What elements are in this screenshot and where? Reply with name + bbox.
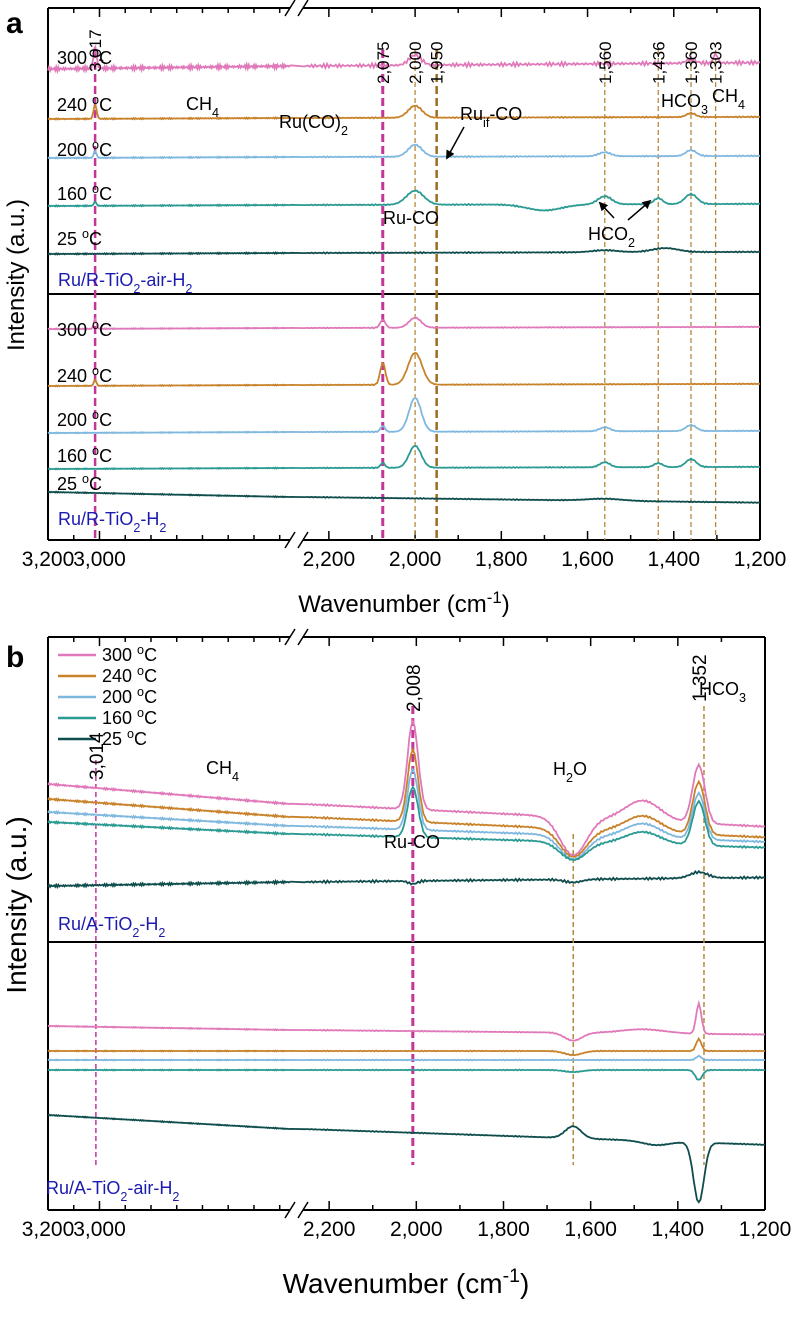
panel-b-axes xyxy=(47,628,766,1219)
panel-a-tick-label: 3,000 xyxy=(73,548,126,571)
panel-a-ruif-arrow xyxy=(446,126,465,160)
panel-a-bottom-series-line xyxy=(47,396,760,435)
panel-a-peak-label: 1,560 xyxy=(596,41,615,84)
panel-b-hco3-label: HCO3 xyxy=(699,679,746,705)
panel-a-hco2-arrow xyxy=(598,201,615,219)
panel-a-bottom-series-line xyxy=(47,444,760,471)
panel-a-series-label: 25 oC xyxy=(57,472,102,494)
panel-a-top-series-line xyxy=(47,103,760,121)
panel-a-series-label: 160 oC xyxy=(57,444,112,466)
panel-a-bottom-series-line xyxy=(47,490,761,504)
panel-b-legend-label: 25 oC xyxy=(102,727,147,749)
panel-a-y-axis-title: Intensity (a.u.) xyxy=(3,199,30,351)
panel-a-axis-break-mark xyxy=(297,531,309,549)
panel-b-bottom-series-line xyxy=(47,1068,766,1081)
panel-b-bottom-series-line xyxy=(47,1113,765,1204)
panel-a-series-label: 200 oC xyxy=(57,138,112,160)
panel-b-ruco-label: Ru-CO xyxy=(384,832,440,852)
panel-a-peak-label: 3,017 xyxy=(86,29,105,72)
panel-a-axis-break-mark xyxy=(284,531,296,549)
panel-a-ruco2-label: Ru(CO)2 xyxy=(279,112,348,138)
panel-a-hco2-arrow xyxy=(627,199,652,221)
panel-a-bottom-series-line xyxy=(47,316,760,331)
panel-b-label: b xyxy=(6,641,24,674)
panel-b-axis-break-mark xyxy=(297,1201,309,1219)
panel-b-top-series-line xyxy=(47,869,766,890)
panel-a-peak-label: 2,000 xyxy=(406,41,425,84)
panel-b-tick-label: 3,000 xyxy=(73,1218,126,1241)
panel-a-top-series-line xyxy=(47,143,760,160)
panel-b-h2o-label: H2O xyxy=(553,759,587,785)
panel-a-peak-label: 1,360 xyxy=(682,41,701,84)
panel-a-tick-label: 2,200 xyxy=(303,548,356,571)
panel-a-series-label: 240 oC xyxy=(57,93,112,115)
panel-a-top-sample-label: Ru/R-TiO2-air-H2 xyxy=(58,270,192,296)
panel-a-tick-label: 1,400 xyxy=(647,548,700,571)
panel-b-peak-label: 2,008 xyxy=(404,664,425,712)
panel-b-bottom-series-line xyxy=(47,999,766,1042)
panel-b-top-series-line xyxy=(47,784,766,862)
panel-b-peak-label: 1,352 xyxy=(690,654,711,702)
panel-b-tick-label: 1,800 xyxy=(477,1218,530,1241)
panel-a-series-label: 240 oC xyxy=(57,364,112,386)
panel-b-bottom-sample-label: Ru/A-TiO2-air-H2 xyxy=(46,1178,179,1204)
panel-a-series-label: 25 oC xyxy=(57,227,102,249)
panel-b-legend-label: 300 oC xyxy=(102,643,157,665)
panel-b-legend-label: 160 oC xyxy=(102,706,157,728)
panel-b-bottom-series-line xyxy=(47,1036,766,1057)
panel-a-ruif-label: Ruif-CO xyxy=(460,104,522,130)
panel-a-tick-label: 1,200 xyxy=(734,548,787,571)
panel-a-series-label: 160 oC xyxy=(57,182,112,204)
panel-b-peak-label: 3,014 xyxy=(87,732,108,780)
panel-a-series-label: 300 oC xyxy=(57,318,112,340)
panel-b-tick-label: 1,400 xyxy=(652,1218,705,1241)
panel-a-hco2-label: HCO2 xyxy=(588,224,635,250)
panel-a-tick-label: 1,800 xyxy=(475,548,528,571)
panel-a-top-series-line xyxy=(47,44,761,75)
panel-b-ch4-label: CH4 xyxy=(206,758,239,784)
panel-a-tick-label: 3,200 xyxy=(22,548,75,571)
panel-b-legend-label: 240 oC xyxy=(102,664,157,686)
panel-a-bottom-sample-label: Ru/R-TiO2-H2 xyxy=(58,509,166,535)
panel-a-peak-label: 1,436 xyxy=(649,41,668,84)
panel-a-axis-break-mark xyxy=(297,0,309,17)
panel-b-x-axis-title: Wavenumber (cm-1) xyxy=(283,1265,530,1299)
panel-b-tick-label: 1,600 xyxy=(564,1218,617,1241)
panel-b-axis-break-mark xyxy=(284,1201,296,1219)
panel-a-peak-label: 1,303 xyxy=(707,41,726,84)
panel-a-tick-label: 1,600 xyxy=(561,548,614,571)
panel-b-top-series-line xyxy=(47,747,766,858)
panel-b-legend-label: 200 oC xyxy=(102,685,157,707)
panel-a-axis-break-mark xyxy=(284,0,296,17)
panel-b-top-series-line xyxy=(47,767,766,861)
panel-a-top-series-line xyxy=(47,189,760,212)
panel-b-top-series-line xyxy=(47,718,766,857)
panel-a-peak-label: 2,075 xyxy=(374,41,393,84)
panel-a-label: a xyxy=(6,7,23,40)
panel-b-axis-break-mark xyxy=(284,628,296,646)
panel-a-ch4-label: CH4 xyxy=(186,94,219,120)
panel-b-tick-label: 2,000 xyxy=(390,1218,443,1241)
panel-b-tick-label: 2,200 xyxy=(303,1218,356,1241)
panel-b-top-sample-label: Ru/A-TiO2-H2 xyxy=(58,914,165,940)
panel-b-bottom-series-line xyxy=(47,1054,766,1062)
panel-a-top-series-line xyxy=(47,246,760,256)
panel-a-series-label: 200 oC xyxy=(57,408,112,430)
panel-b-y-axis-title: Intensity (a.u.) xyxy=(1,816,32,993)
panel-a-x-axis-title: Wavenumber (cm-1) xyxy=(298,588,509,619)
panel-a-peak-label: 1,950 xyxy=(428,41,447,84)
panel-b-tick-label: 3,200 xyxy=(22,1218,75,1241)
panel-a-tick-label: 2,000 xyxy=(389,548,442,571)
panel-a-bottom-series-line xyxy=(47,351,760,388)
panel-a-hco3-label: HCO3 xyxy=(661,91,708,117)
panel-a-ruco-label: Ru-CO xyxy=(383,208,439,228)
panel-b-axis-break-mark xyxy=(297,628,309,646)
panel-a-ch4b-label: CH4 xyxy=(712,86,745,112)
panel-a-series-label: 300 oC xyxy=(57,46,112,68)
panel-b-tick-label: 1,200 xyxy=(739,1218,792,1241)
panel-a-axes xyxy=(47,0,761,549)
